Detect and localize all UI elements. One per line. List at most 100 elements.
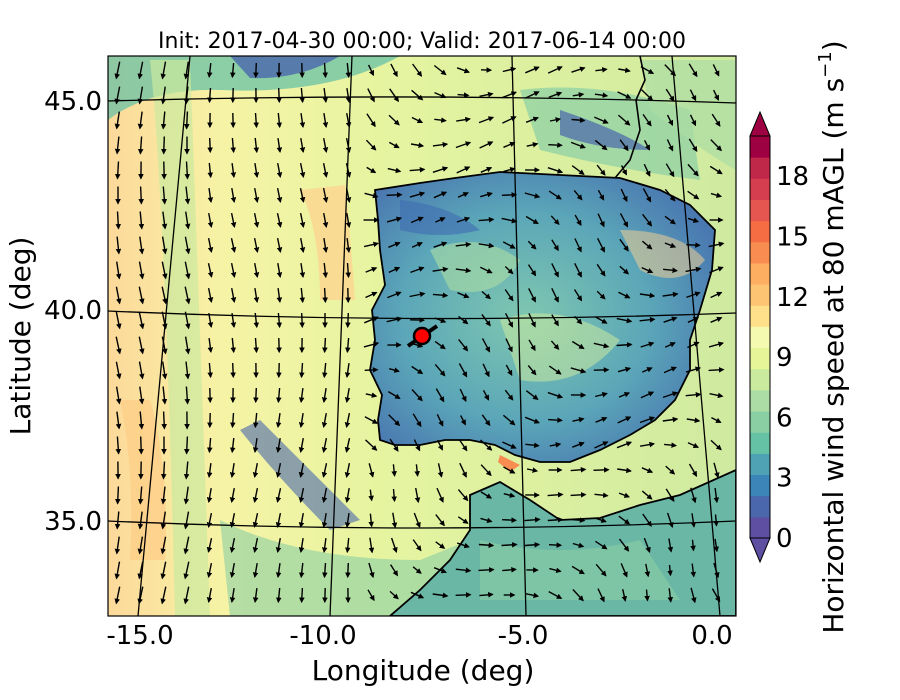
colorbar-label-close: ) bbox=[817, 40, 850, 51]
wind-arrow bbox=[640, 65, 655, 75]
strait-gibraltar-fast bbox=[498, 455, 520, 472]
wind-arrow bbox=[366, 113, 376, 128]
wind-arrow bbox=[686, 242, 701, 248]
wind-arrow bbox=[574, 262, 582, 278]
colorbar-segment bbox=[750, 495, 770, 518]
wind-arrow bbox=[525, 592, 540, 599]
wind-arrow bbox=[547, 491, 564, 498]
wind-arrow bbox=[457, 92, 470, 98]
wind-arrow bbox=[432, 292, 449, 299]
wind-arrow bbox=[161, 386, 168, 405]
wind-arrow bbox=[275, 412, 282, 429]
wind-arrow bbox=[620, 563, 628, 578]
wind-arrow bbox=[713, 487, 720, 504]
colorbar-segment bbox=[750, 241, 770, 264]
wind-arrow bbox=[643, 139, 651, 151]
wind-arrow bbox=[299, 262, 306, 279]
wind-arrow bbox=[365, 439, 378, 451]
wind-arrow bbox=[363, 341, 380, 348]
wind-arrow bbox=[410, 216, 424, 224]
colorbar-segment bbox=[750, 432, 770, 454]
wind-arrow bbox=[571, 117, 586, 123]
wind-arrow bbox=[685, 391, 702, 398]
wind-arrow bbox=[663, 316, 678, 323]
wind-arrow bbox=[184, 111, 190, 130]
colorbar-extend-min bbox=[749, 537, 771, 564]
wind-arrow bbox=[322, 62, 328, 79]
wind-arrow bbox=[388, 241, 401, 248]
wind-arrow bbox=[713, 562, 720, 579]
wind-arrow bbox=[276, 87, 282, 104]
colorbar: 0 3 6 9 12 15 18 Horizontal wind speed at 80 m… bbox=[749, 40, 850, 634]
wind-arrow bbox=[183, 86, 190, 105]
wind-arrow bbox=[504, 289, 514, 302]
chart-title: Init: 2017-04-30 00:00; Valid: 2017-06-1… bbox=[158, 29, 686, 54]
wind-arrow bbox=[713, 514, 719, 527]
wind-arrow bbox=[206, 463, 213, 479]
wind-arrow bbox=[478, 567, 495, 573]
wind-arrow bbox=[299, 87, 306, 104]
colorbar-segment bbox=[750, 474, 770, 497]
wind-arrow bbox=[551, 314, 559, 327]
wind-arrow bbox=[161, 261, 168, 280]
wind-arrow bbox=[389, 88, 399, 103]
wind-arrow bbox=[547, 167, 564, 174]
wind-arrow bbox=[387, 167, 402, 174]
wind-arrow bbox=[298, 562, 305, 579]
wind-arrow bbox=[572, 441, 585, 448]
wind-arrow bbox=[183, 536, 190, 555]
wind-arrow bbox=[365, 139, 377, 151]
wind-arrow bbox=[594, 492, 609, 499]
wind-arrow bbox=[386, 216, 403, 223]
wind-arrow bbox=[573, 315, 583, 325]
wind-arrow bbox=[345, 187, 352, 203]
wind-arrow bbox=[480, 517, 493, 524]
wind-arrow bbox=[641, 266, 654, 274]
wind-arrow bbox=[345, 562, 351, 579]
wind-arrow bbox=[160, 86, 167, 105]
wind-arrow bbox=[322, 88, 329, 104]
wind-arrow bbox=[367, 88, 375, 103]
land-highspeed-patch-2 bbox=[500, 313, 620, 382]
wind-arrow bbox=[665, 488, 675, 503]
wind-arrow bbox=[184, 161, 191, 180]
wind-arrow bbox=[528, 339, 536, 352]
wind-arrow bbox=[206, 487, 213, 504]
wind-arrow bbox=[363, 241, 379, 248]
wind-arrow bbox=[688, 138, 698, 153]
wind-arrow bbox=[252, 487, 259, 503]
wind-arrow bbox=[387, 291, 402, 299]
wind-arrow bbox=[478, 216, 495, 223]
wind-arrow bbox=[480, 166, 493, 173]
colorbar-tick-label: 12 bbox=[776, 283, 809, 313]
wind-arrow bbox=[115, 311, 122, 330]
wind-arrow bbox=[436, 414, 444, 427]
wind-arrow bbox=[345, 238, 352, 254]
wind-arrow bbox=[573, 289, 583, 302]
wind-arrow bbox=[114, 61, 121, 80]
wind-arrow bbox=[414, 464, 420, 477]
wind-arrow bbox=[229, 437, 236, 454]
wind-arrow bbox=[138, 236, 145, 255]
wind-arrow bbox=[643, 537, 651, 553]
wind-arrow bbox=[502, 441, 517, 449]
wind-arrow bbox=[366, 166, 377, 174]
wind-arrow bbox=[207, 263, 214, 278]
wind-arrow bbox=[434, 340, 446, 350]
wind-arrow bbox=[711, 588, 721, 603]
wind-arrow bbox=[641, 240, 653, 250]
wind-arrow bbox=[665, 163, 675, 178]
wind-arrow bbox=[230, 337, 237, 354]
colorbar-tick-label: 0 bbox=[776, 524, 793, 554]
wind-arrow bbox=[299, 188, 306, 203]
wind-arrow bbox=[207, 287, 214, 303]
wind-arrow bbox=[207, 237, 214, 253]
wind-arrow bbox=[229, 487, 236, 504]
wind-arrow bbox=[642, 188, 652, 203]
wind-arrow bbox=[138, 311, 145, 330]
wind-arrow bbox=[391, 512, 398, 529]
wind-arrow bbox=[501, 91, 517, 99]
wind-arrow bbox=[688, 463, 698, 477]
wind-arrow bbox=[137, 86, 144, 105]
colorbar-label-main: Horizontal wind speed at 80 mAGL (m s bbox=[817, 78, 850, 634]
